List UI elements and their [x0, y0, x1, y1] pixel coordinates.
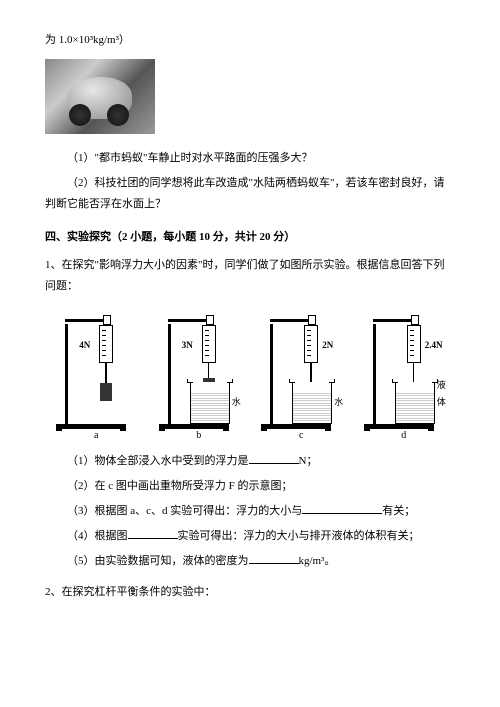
question-1: （1）"都市蚂蚁"车静止时对水平路面的压强多大？ [45, 148, 455, 169]
apparatus-b: 3N水b [154, 309, 244, 429]
sub-question-1: （1）物体全部浸入水中受到的浮力是 N； [45, 451, 455, 472]
sub1-text-a: （1）物体全部浸入水中受到的浮力是 [67, 455, 249, 467]
intro-text: 为 1.0×10³kg/m³） [45, 30, 455, 51]
question-2: （2）科技社团的同学想将此车改造成"水陆两栖蚂蚁车"，若该车密封良好，请判断它能… [45, 173, 455, 215]
blank-4 [128, 528, 178, 539]
section-4-title: 四、实验探究（2 小题，每小题 10 分，共计 20 分） [45, 227, 455, 248]
sub3-text-a: （3）根据图 a、c、d 实验可得出：浮力的大小与 [67, 505, 302, 517]
experiment-diagram: 4Na3N水b2N水c2.4N液体d [45, 309, 455, 429]
sub1-text-b: N； [299, 455, 318, 467]
sub4-text-b: 实验可得出：浮力的大小与排开液体的体积有关； [178, 530, 420, 542]
sub-question-5: （5）由实验数据可知，液体的密度为 kg/m³。 [45, 551, 455, 572]
sub5-text-b: kg/m³。 [299, 555, 336, 567]
apparatus-c: 2N水c [256, 309, 346, 429]
blank-5 [249, 553, 299, 564]
sub-question-3: （3）根据图 a、c、d 实验可得出：浮力的大小与 有关； [45, 501, 455, 522]
car-photo [45, 59, 155, 134]
problem-1-text: 1、在探究"影响浮力大小的因素"时，同学们做了如图所示实验。根据信息回答下列问题… [45, 255, 455, 297]
problem-2-text: 2、在探究杠杆平衡条件的实验中： [45, 582, 455, 603]
blank-1 [249, 453, 299, 464]
sub5-text-a: （5）由实验数据可知，液体的密度为 [67, 555, 249, 567]
blank-3 [302, 503, 382, 514]
apparatus-d: 2.4N液体d [359, 309, 449, 429]
sub4-text-a: （4）根据图 [67, 530, 128, 542]
sub-question-4: （4）根据图 实验可得出：浮力的大小与排开液体的体积有关； [45, 526, 455, 547]
sub-question-2: （2）在 c 图中画出重物所受浮力 F 的示意图； [45, 476, 455, 497]
sub3-text-b: 有关； [382, 505, 415, 517]
apparatus-a: 4Na [51, 309, 141, 429]
